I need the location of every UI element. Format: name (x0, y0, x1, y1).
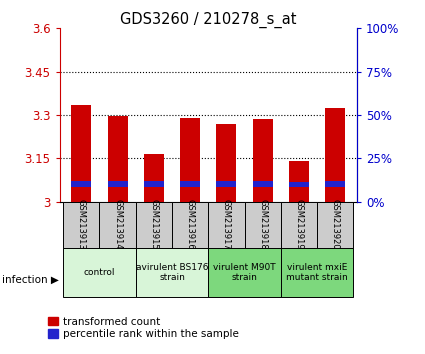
FancyBboxPatch shape (63, 202, 99, 248)
Title: GDS3260 / 210278_s_at: GDS3260 / 210278_s_at (120, 12, 297, 28)
Bar (71, 105, 91, 202)
Bar (144, 181, 164, 187)
Text: GSM213917: GSM213917 (222, 199, 231, 250)
Bar (253, 181, 273, 187)
Bar (108, 116, 128, 202)
Text: avirulent BS176
strain: avirulent BS176 strain (136, 263, 208, 282)
FancyBboxPatch shape (317, 202, 353, 248)
Bar (325, 181, 345, 187)
Text: GSM213914: GSM213914 (113, 199, 122, 250)
Text: control: control (84, 268, 115, 277)
Text: GSM213916: GSM213916 (186, 199, 195, 250)
Text: GSM213913: GSM213913 (77, 199, 86, 250)
FancyBboxPatch shape (136, 202, 172, 248)
FancyBboxPatch shape (208, 202, 244, 248)
Bar (71, 181, 91, 187)
Legend: transformed count, percentile rank within the sample: transformed count, percentile rank withi… (48, 317, 239, 339)
Text: virulent mxiE
mutant strain: virulent mxiE mutant strain (286, 263, 348, 282)
Text: GSM213919: GSM213919 (295, 199, 303, 250)
Bar (180, 181, 200, 187)
Text: infection ▶: infection ▶ (2, 275, 59, 285)
Bar (144, 154, 164, 202)
Bar (180, 118, 200, 202)
Text: GSM213918: GSM213918 (258, 199, 267, 250)
Bar (108, 181, 128, 187)
FancyBboxPatch shape (281, 248, 353, 297)
FancyBboxPatch shape (281, 202, 317, 248)
Text: GSM213915: GSM213915 (149, 199, 159, 250)
Bar (253, 119, 273, 202)
Text: GSM213920: GSM213920 (331, 199, 340, 250)
Bar (216, 124, 236, 202)
FancyBboxPatch shape (208, 248, 281, 297)
FancyBboxPatch shape (172, 202, 208, 248)
Text: virulent M90T
strain: virulent M90T strain (213, 263, 276, 282)
Bar (289, 182, 309, 187)
FancyBboxPatch shape (63, 248, 136, 297)
FancyBboxPatch shape (136, 248, 208, 297)
Bar (325, 108, 345, 202)
Bar (216, 181, 236, 187)
FancyBboxPatch shape (99, 202, 136, 248)
FancyBboxPatch shape (244, 202, 281, 248)
Bar (289, 161, 309, 202)
